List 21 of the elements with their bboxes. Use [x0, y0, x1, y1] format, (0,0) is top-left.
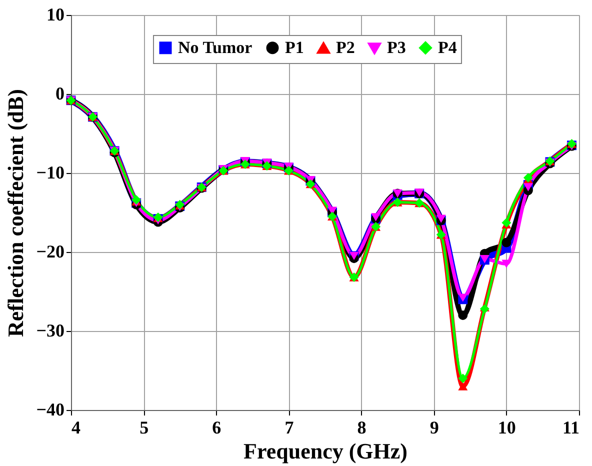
x-tick-label: 9	[430, 418, 439, 438]
x-tick-label: 8	[357, 418, 366, 438]
legend-label: No Tumor	[178, 38, 253, 57]
y-tick-label: −30	[36, 320, 64, 340]
x-axis-title: Frequency (GHz)	[244, 438, 408, 464]
legend-label: P4	[438, 38, 458, 57]
legend-label: P3	[387, 38, 406, 58]
x-tick-label: 4	[72, 418, 80, 438]
y-tick-label: 10	[46, 4, 64, 24]
x-tick-label: 11	[562, 418, 580, 438]
y-tick-label: −20	[36, 242, 64, 262]
y-tick-label: −10	[36, 162, 64, 182]
y-tick-label: 0	[56, 84, 64, 104]
x-tick-label: 5	[140, 418, 149, 438]
legend-label: P2	[336, 38, 355, 58]
legend-label: P1	[285, 38, 304, 57]
y-tick-label: −40	[36, 400, 64, 420]
x-tick-label: 7	[284, 418, 294, 438]
x-tick-label: 6	[212, 418, 222, 438]
x-tick-label: 10	[498, 418, 516, 438]
y-axis-title: Reflection coeffecient (dB)	[3, 88, 28, 338]
